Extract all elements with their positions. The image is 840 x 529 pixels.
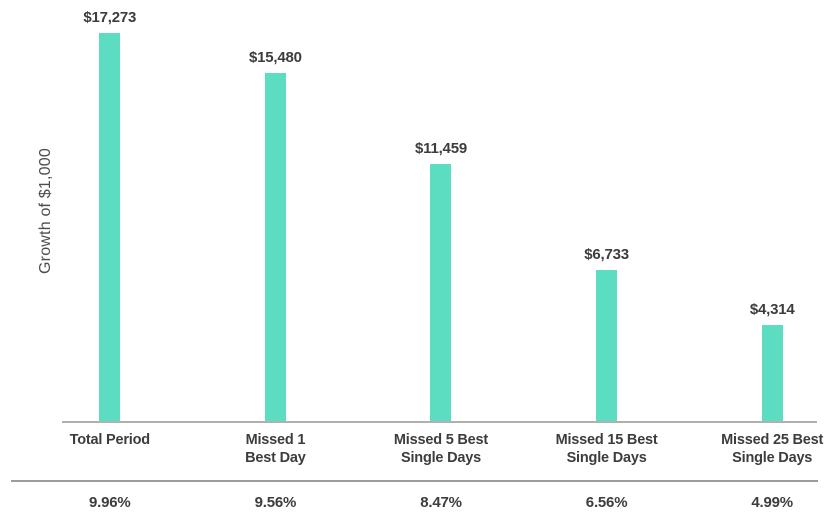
- category-label-line: Missed 1: [245, 432, 306, 448]
- category-label-line: Missed 25 Best: [721, 432, 824, 448]
- return-percentage: 8.47%: [420, 494, 462, 511]
- bar: [430, 163, 452, 422]
- category-label: Missed 1 Best Day: [193, 431, 359, 467]
- bar-value-label: $11,459: [414, 139, 467, 157]
- return-percentage: 4.99%: [751, 494, 793, 511]
- category-label: Missed 25 Best Single Days: [689, 431, 840, 467]
- plot-area: $17,273 $15,480 $11,459 $6,733 $4,314: [27, 0, 840, 422]
- category-label: Missed 5 Best Single Days: [358, 431, 524, 467]
- return-percentage: 9.96%: [89, 494, 131, 511]
- bar: [596, 270, 618, 422]
- category-label-line: Single Days: [732, 450, 813, 466]
- bar-column: $11,459: [358, 0, 524, 422]
- bar-value-label: $17,273: [83, 9, 137, 26]
- category-label-line: Missed 15 Best: [555, 432, 658, 448]
- separator-line: [11, 480, 818, 482]
- category-label-line: Single Days: [400, 450, 481, 466]
- bar-value-label: $6,733: [584, 246, 629, 264]
- category-label-line: Missed 5 Best: [393, 432, 489, 448]
- bar-column: $4,314: [689, 0, 840, 422]
- bar: [264, 73, 286, 422]
- category-label-line: Total Period: [69, 432, 151, 448]
- return-percentage: 6.56%: [585, 494, 628, 511]
- bar-column: $15,480: [193, 0, 359, 422]
- bar: [761, 324, 783, 422]
- category-labels-row: Total Period Missed 1 Best Day Missed 5 Bes…: [27, 431, 840, 467]
- x-axis-line: [62, 421, 817, 423]
- bar-value-label: $4,314: [749, 300, 795, 318]
- annualized-return-row: 9.96% 9.56% 8.47% 6.56% 4.99%: [27, 494, 840, 511]
- bar: [99, 33, 121, 422]
- bar-column: $6,733: [524, 0, 690, 422]
- category-label-line: Single Days: [566, 450, 647, 466]
- return-percentage: 9.56%: [254, 494, 297, 511]
- category-label: Total Period: [27, 431, 193, 467]
- bar-value-label: $15,480: [248, 49, 302, 67]
- category-label-line: Best Day: [245, 450, 306, 466]
- bar-column: $17,273: [27, 0, 193, 422]
- category-label: Missed 15 Best Single Days: [524, 431, 690, 467]
